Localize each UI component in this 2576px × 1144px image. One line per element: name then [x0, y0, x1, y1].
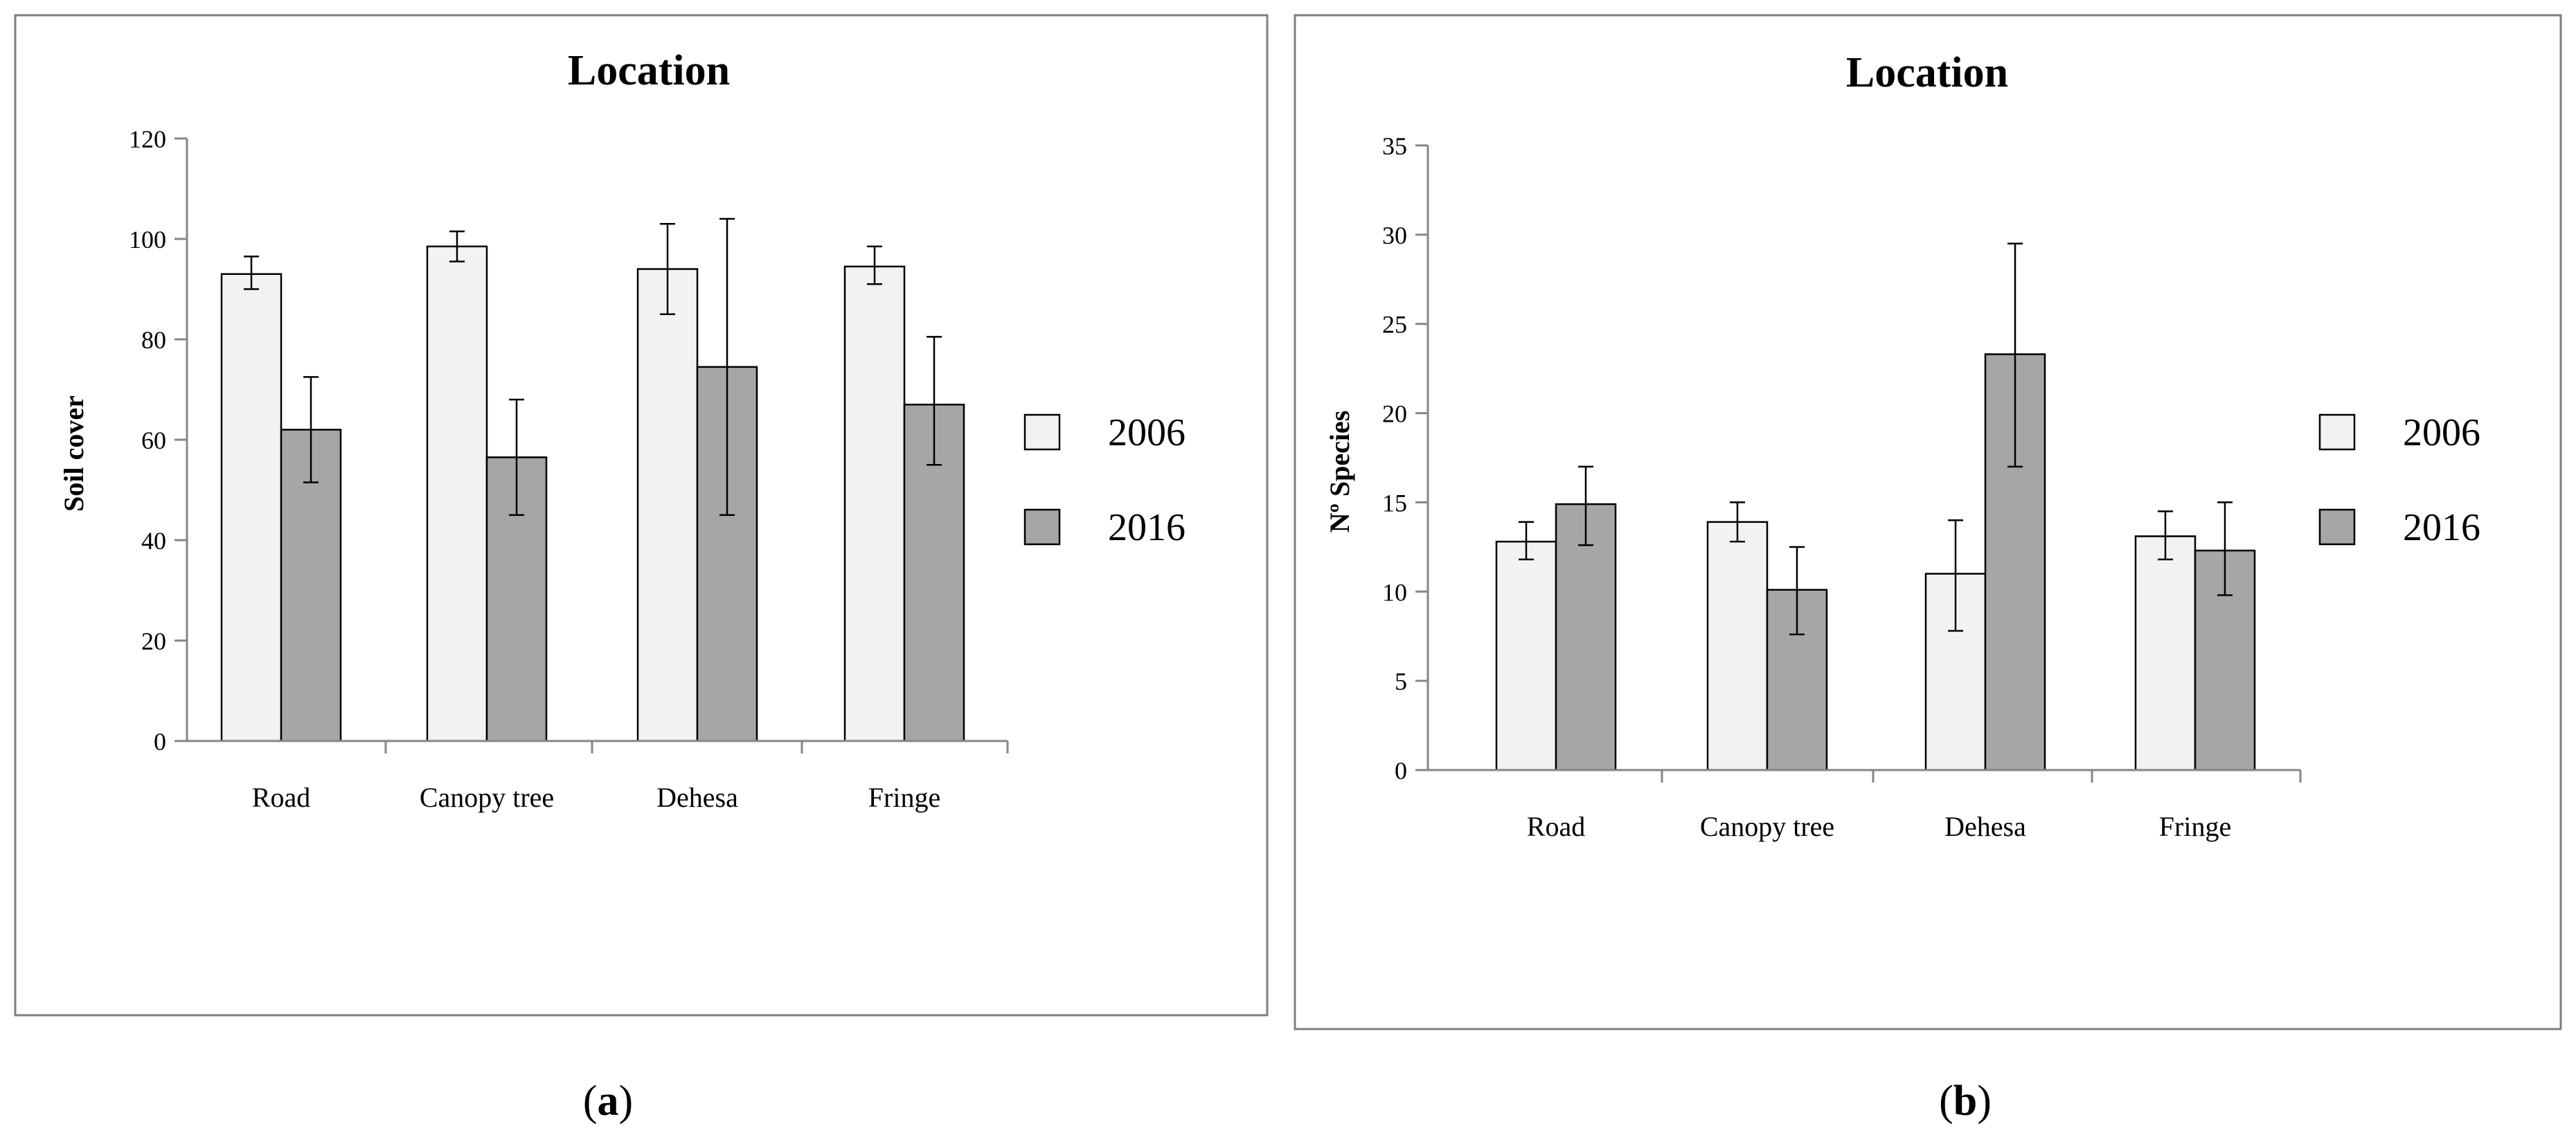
y-tick-label: 20 — [141, 627, 166, 655]
x-tick-label: Road — [1527, 811, 1585, 842]
chart-frame — [14, 14, 1269, 1017]
y-tick-label: 100 — [129, 226, 166, 253]
panel-label: (b) — [1939, 1078, 1992, 1125]
y-tick-label: 20 — [1382, 400, 1407, 428]
x-tick-label: Fringe — [2159, 811, 2231, 842]
x-tick-label: Dehesa — [1944, 811, 2026, 842]
chart-frame — [1294, 14, 2562, 1030]
legend-label-2006: 2006 — [1108, 411, 1186, 454]
y-tick-label: 15 — [1382, 489, 1407, 517]
x-tick-label: Road — [252, 782, 310, 813]
y-axis-label: Soil cover — [58, 395, 89, 512]
panel-a: Location Soil cover 0 20 40 60 80 100 120 Road Can… — [14, 14, 1269, 1125]
legend-label-2016: 2016 — [2403, 506, 2480, 549]
panel-label-letter: a — [598, 1078, 619, 1125]
x-tick-label: Dehesa — [656, 782, 738, 813]
panel-label-close: ) — [619, 1078, 634, 1125]
bar-2006 — [426, 245, 488, 742]
bar-2006 — [636, 268, 699, 742]
x-tick-label: Canopy tree — [1700, 811, 1834, 842]
legend-swatch-2006 — [1023, 413, 1061, 451]
legend-swatch-2016 — [2318, 508, 2356, 546]
y-tick-label: 60 — [141, 427, 166, 454]
bar-2006 — [1495, 540, 1557, 771]
legend-label-2006: 2006 — [2403, 411, 2480, 454]
y-axis-label: Nº Species — [1324, 411, 1355, 533]
bar-2016 — [696, 366, 758, 742]
panel-label-open: ( — [1939, 1078, 1953, 1125]
bar-2006 — [843, 265, 906, 742]
y-tick-label: 5 — [1395, 668, 1407, 695]
y-tick-label: 120 — [129, 125, 166, 153]
chart-title: Location — [568, 47, 730, 94]
panel-label-close: ) — [1977, 1078, 1992, 1125]
x-tick-label: Fringe — [868, 782, 940, 813]
y-tick-label: 25 — [1382, 311, 1407, 339]
y-tick-label: 40 — [141, 527, 166, 555]
bar-2006 — [1706, 521, 1769, 771]
panel-b: Location Nº Species 0 5 10 15 20 25 30 35 Road Cano… — [1294, 14, 2562, 1125]
chart-title: Location — [1846, 49, 2008, 96]
y-tick-label: 0 — [1395, 757, 1407, 785]
y-tick-label: 10 — [1382, 578, 1407, 606]
bar-2016 — [1555, 503, 1617, 771]
panel-label: (a) — [583, 1078, 633, 1125]
legend-label-2016: 2016 — [1108, 506, 1186, 549]
x-tick-label: Canopy tree — [420, 782, 554, 813]
panel-label-letter: b — [1953, 1078, 1977, 1125]
panel-label-open: ( — [583, 1078, 598, 1125]
y-tick-label: 30 — [1382, 222, 1407, 249]
y-tick-label: 35 — [1382, 132, 1407, 160]
legend-swatch-2016 — [1023, 508, 1061, 546]
y-tick-label: 80 — [141, 326, 166, 354]
y-tick-label: 0 — [154, 728, 166, 756]
legend-swatch-2006 — [2318, 413, 2356, 451]
bar-2006 — [2134, 535, 2197, 771]
bar-2006 — [220, 273, 283, 742]
